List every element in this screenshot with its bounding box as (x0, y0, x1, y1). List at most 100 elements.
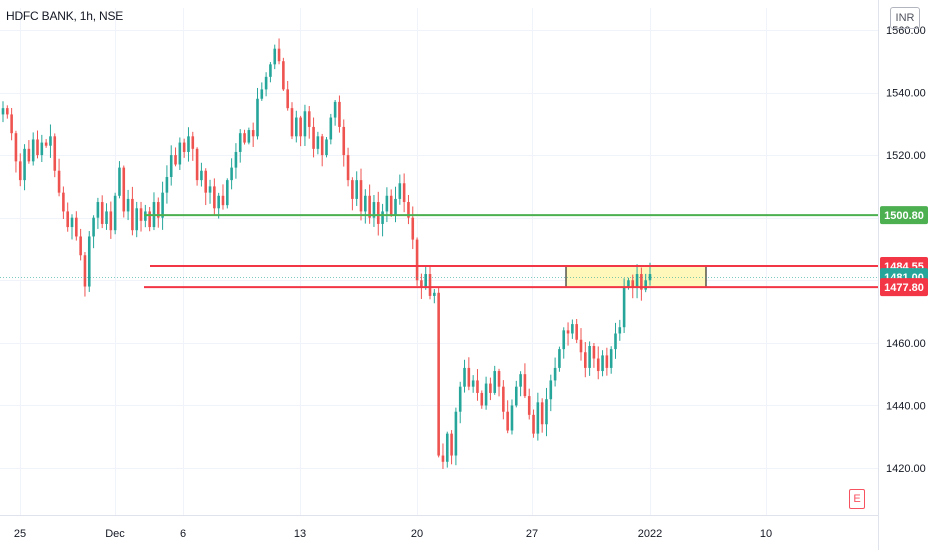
candle-body (549, 380, 553, 400)
x-tick-label: Dec (105, 528, 125, 540)
candle-body (497, 371, 501, 387)
candle-body (247, 130, 251, 143)
candle-body (338, 101, 341, 127)
candle-body (450, 433, 453, 456)
candle-body (156, 202, 160, 218)
candle-body (631, 280, 635, 287)
candle-body (36, 139, 39, 156)
candle-body (251, 130, 255, 137)
candle-body (596, 358, 600, 372)
x-tick-label: 6 (180, 528, 186, 540)
candle-body (204, 170, 208, 193)
candle-body (57, 170, 61, 193)
candle-body (75, 217, 78, 237)
y-tick-label: 1420.00 (886, 463, 926, 475)
x-tick-label: 13 (294, 528, 306, 540)
candle-body (303, 111, 307, 137)
currency-button[interactable]: INR (890, 7, 920, 29)
candle-body (14, 133, 18, 162)
candle-body (325, 139, 328, 156)
candle-body (389, 195, 393, 215)
candle-body (53, 136, 57, 171)
candle-body (584, 352, 587, 368)
candle-body (575, 324, 578, 340)
candle-body (230, 167, 233, 181)
candle-body (44, 142, 48, 146)
candle-body (493, 371, 497, 393)
candle-body (79, 236, 82, 256)
candle-body (519, 374, 522, 387)
candle-body (359, 180, 363, 212)
candle-body (27, 148, 31, 162)
candle-body (148, 211, 151, 228)
candle-body (100, 202, 104, 224)
candle-body (540, 402, 544, 425)
candle-body (260, 89, 264, 99)
candle-body (471, 380, 475, 387)
candle-body (558, 349, 561, 368)
candle-body (174, 155, 177, 165)
x-tick-label: 10 (760, 528, 772, 540)
candle-body (282, 61, 285, 90)
candle-body (295, 117, 298, 137)
x-tick-label: 2022 (638, 528, 662, 540)
candle-body (424, 274, 428, 287)
symbol-title[interactable]: HDFC BANK, 1h, NSE (6, 9, 124, 23)
candle-body (62, 192, 65, 212)
candle-body (161, 192, 164, 218)
candle-body (514, 386, 518, 406)
candle-body (346, 155, 350, 181)
candle-body (135, 208, 139, 231)
candle-body (627, 280, 630, 287)
candle-body (31, 139, 35, 162)
candle-body (96, 202, 100, 218)
candle-body (208, 186, 212, 193)
candle-body (566, 330, 570, 334)
y-tick-label: 1560.00 (886, 25, 926, 37)
candle-body (523, 374, 527, 397)
candle-body (18, 161, 22, 181)
candle-body (437, 292, 440, 456)
candle-body (355, 180, 358, 199)
candle-body (402, 183, 406, 203)
candle-body (131, 198, 134, 231)
y-tick-label: 1520.00 (886, 150, 926, 162)
candle-body (364, 195, 367, 212)
candle-body (139, 208, 143, 221)
candle-body (191, 136, 195, 149)
candle-body (243, 133, 246, 143)
candle-body (527, 396, 531, 415)
candle-body (407, 202, 410, 218)
candle-body (87, 236, 91, 287)
candle-body (299, 117, 302, 137)
candle-body (126, 198, 130, 212)
candle-body (614, 333, 617, 350)
candle-body (256, 98, 259, 137)
candle-body (66, 211, 69, 228)
candle-body (83, 255, 87, 287)
candle-body (458, 386, 462, 412)
candle-body (415, 239, 419, 281)
candle-body (489, 383, 492, 393)
candle-body (532, 414, 535, 434)
candle-body (264, 76, 268, 90)
candle-body (10, 114, 13, 134)
candle-body (635, 274, 639, 287)
candle-body (571, 324, 574, 334)
candle-body (433, 292, 436, 296)
candle-body (545, 399, 548, 425)
candle-body (307, 111, 311, 127)
candle-body (640, 274, 643, 290)
earnings-event-icon[interactable]: E (849, 489, 865, 509)
candle-body (92, 217, 95, 237)
candle-body (49, 136, 52, 146)
candle-body (234, 151, 238, 168)
candle-body (286, 89, 289, 109)
candle-body (200, 170, 203, 181)
candle-body (510, 405, 514, 431)
candle-body (398, 183, 402, 199)
candle-body (238, 133, 242, 152)
candle-body (480, 392, 484, 406)
